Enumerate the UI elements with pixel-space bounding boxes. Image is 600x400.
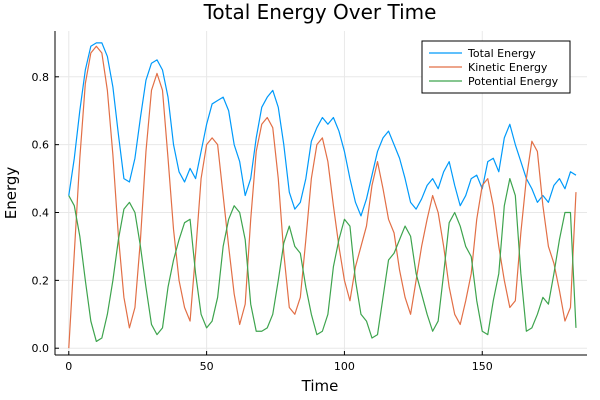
x-tick-label-3: 150 <box>472 360 493 373</box>
series-line-total-energy <box>68 42 577 217</box>
series-line-potential-energy <box>68 177 577 343</box>
y-tick-label-3: 0.6 <box>32 139 50 152</box>
x-axis-label: Time <box>301 377 339 395</box>
axes: 0 50 100 150 0.0 0.2 0.4 0.6 0.8 <box>32 31 587 373</box>
series-lines <box>68 42 577 349</box>
series-line-kinetic-energy <box>68 45 577 349</box>
legend-label-1: Kinetic Energy <box>468 61 548 74</box>
y-tick-label-1: 0.2 <box>32 274 50 287</box>
x-tick-label-0: 0 <box>65 360 72 373</box>
y-tick-label-4: 0.8 <box>32 71 50 84</box>
y-axis-label: Energy <box>2 167 20 220</box>
x-tick-label-2: 100 <box>334 360 355 373</box>
x-tick-label-1: 50 <box>200 360 214 373</box>
legend-label-2: Potential Energy <box>468 75 559 88</box>
y-tick-label-0: 0.0 <box>32 342 50 355</box>
chart-title: Total Energy Over Time <box>203 0 437 24</box>
legend-label-0: Total Energy <box>467 47 536 60</box>
y-tick-label-2: 0.4 <box>32 207 50 220</box>
